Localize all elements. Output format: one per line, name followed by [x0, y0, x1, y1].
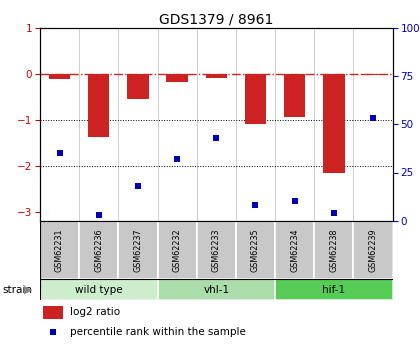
- Text: GSM62233: GSM62233: [212, 228, 221, 272]
- Text: GSM62232: GSM62232: [173, 228, 181, 272]
- Text: GSM62234: GSM62234: [290, 228, 299, 272]
- Point: [56, 150, 63, 156]
- Point: [174, 156, 181, 162]
- Text: wild type: wild type: [75, 285, 123, 295]
- Bar: [166, 73, 188, 82]
- Bar: [197, 221, 236, 279]
- Title: GDS1379 / 8961: GDS1379 / 8961: [159, 12, 273, 27]
- Text: strain: strain: [2, 285, 32, 295]
- Text: ▶: ▶: [24, 285, 33, 295]
- Bar: [127, 73, 149, 99]
- Bar: [236, 221, 275, 279]
- Bar: [245, 73, 266, 124]
- Bar: [158, 279, 275, 300]
- Point: [331, 210, 337, 216]
- Bar: [158, 221, 197, 279]
- Bar: [314, 221, 354, 279]
- Text: vhl-1: vhl-1: [203, 285, 229, 295]
- Text: GSM62235: GSM62235: [251, 228, 260, 272]
- Point: [291, 199, 298, 204]
- Bar: [40, 221, 79, 279]
- Text: GSM62238: GSM62238: [329, 228, 339, 272]
- Text: hif-1: hif-1: [322, 285, 346, 295]
- Point: [213, 135, 220, 140]
- Bar: [49, 73, 70, 79]
- Text: percentile rank within the sample: percentile rank within the sample: [70, 327, 246, 337]
- Point: [95, 212, 102, 218]
- Bar: [362, 73, 384, 76]
- Bar: [79, 221, 118, 279]
- Point: [134, 183, 141, 189]
- Text: GSM62237: GSM62237: [134, 228, 142, 272]
- Text: log2 ratio: log2 ratio: [70, 307, 120, 317]
- Text: GSM62236: GSM62236: [94, 228, 103, 272]
- Bar: [205, 73, 227, 78]
- Text: GSM62231: GSM62231: [55, 228, 64, 272]
- Bar: [40, 279, 158, 300]
- Point: [252, 203, 259, 208]
- Bar: [88, 73, 110, 137]
- Bar: [275, 279, 393, 300]
- Point: [50, 329, 56, 334]
- Bar: [284, 73, 305, 117]
- Bar: [323, 73, 345, 172]
- Point: [370, 116, 376, 121]
- Bar: [43, 306, 63, 318]
- Bar: [118, 221, 158, 279]
- Bar: [275, 221, 314, 279]
- Text: GSM62239: GSM62239: [369, 228, 378, 272]
- Bar: [354, 221, 393, 279]
